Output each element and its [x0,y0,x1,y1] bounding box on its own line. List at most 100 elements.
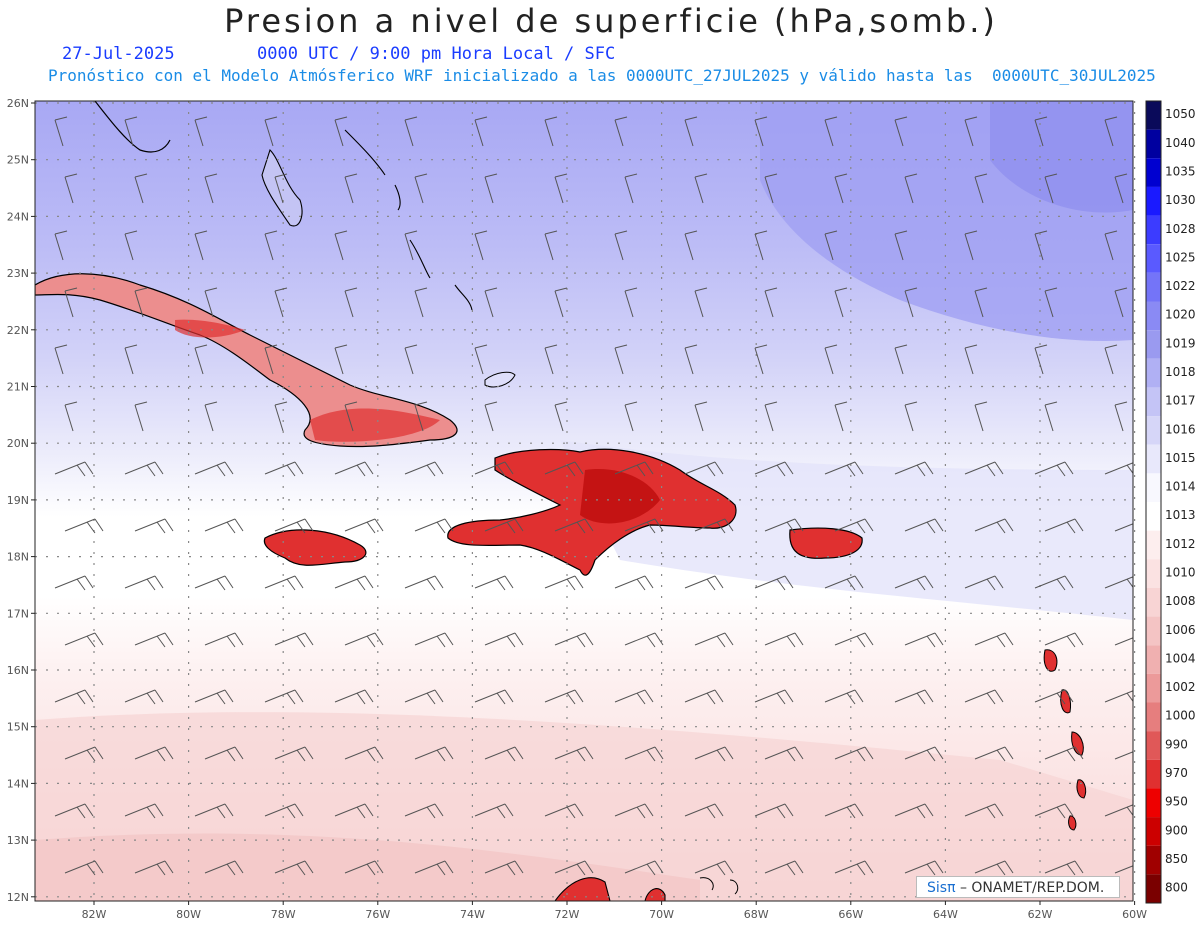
wind-barb [1104,690,1133,703]
wind-barb [274,860,314,876]
wind-barb [334,344,348,375]
wind-barb [1114,637,1133,646]
wind-barb [264,803,304,819]
colorbar-label: 1028 [1165,222,1196,236]
wind-barb [474,344,488,375]
wind-barb [964,575,1004,591]
wind-barb [964,230,978,261]
wind-barb [1044,173,1058,204]
lon-label: 76W [365,908,390,921]
wind-barb [1034,575,1074,591]
wind-barb [344,287,358,318]
colorbar-swatch [1146,101,1161,130]
credit-text: – ONAMET/REP.DOM. [959,880,1105,896]
wind-barb [764,401,778,432]
lon-label: 62W [1028,908,1053,921]
wind-barb [54,803,94,819]
wind-barb [684,575,724,591]
colorbar-swatch [1146,444,1161,474]
wind-barb [344,401,358,432]
wind-barb [1104,576,1133,589]
wind-barb [694,518,734,534]
wind-barb [554,860,594,876]
colorbar-swatch [1146,186,1161,216]
colorbar-swatch [1146,874,1161,903]
wind-barb [1044,746,1084,762]
wind-barb [474,689,514,705]
wind-barb [484,746,524,762]
wind-barb [274,518,314,534]
wind-barb [1034,803,1074,819]
colorbar-swatch [1146,358,1161,388]
wind-barb [124,344,138,375]
colorbar-swatch [1146,559,1161,588]
wind-barb [134,401,148,432]
wind-barb [194,344,208,375]
wind-barb [694,746,734,762]
wind-barb [624,401,638,432]
colorbar-swatch [1146,416,1161,445]
wind-barb [344,746,384,762]
colorbar-label: 970 [1165,766,1188,780]
wind-barb [194,689,234,705]
wind-barb [554,746,594,762]
cuba-hot [175,319,440,442]
colorbar-label: 1013 [1165,508,1196,522]
wind-barb [194,230,208,261]
colorbar: 1050 1040 1035 1030 1028 1025 1022 1020 1019 1018… [1145,100,1196,904]
wind-barb [54,575,94,591]
wind-barb [694,287,708,318]
colorbar-swatch [1146,129,1161,159]
wind-barb [824,461,864,477]
wind-barb [614,116,628,147]
wind-barb [204,632,244,648]
colorbar-swatch [1146,530,1161,560]
wind-barb [204,518,244,534]
wind-barb [964,689,1004,705]
colorbar-label: 850 [1165,852,1188,866]
wind-barb [264,230,278,261]
colorbar-label: 1018 [1165,365,1196,379]
wind-barb [404,803,444,819]
sis-logo: Sisπ [927,880,956,896]
wind-barb [614,461,654,477]
colorbar-swatch [1146,158,1161,187]
wind-barb [904,746,944,762]
valid-time: 0000 UTC / 9:00 pm Hora Local / SFC [257,44,616,64]
wind-barb [1104,804,1133,817]
wind-barb [614,689,654,705]
wind-barb [64,746,104,762]
wind-barb [414,287,428,318]
wind-barb [54,689,94,705]
wind-barb [754,803,794,819]
lon-label: 82W [82,908,107,921]
wind-barb [274,401,288,432]
wind-barb [764,173,778,204]
wind-barb [974,746,1014,762]
wind-barb [834,401,848,432]
wind-barb [764,632,804,648]
wind-barb [754,230,768,261]
wind-barb [764,860,804,876]
colorbar-swatch [1146,845,1161,875]
wind-barb [684,230,698,261]
wind-barb [1104,116,1118,147]
wind-barb [1034,116,1048,147]
colorbar-label: 1002 [1165,680,1196,694]
wind-barb [264,116,278,147]
wind-barb [614,803,654,819]
wind-barb [1114,523,1133,532]
wind-barb [544,461,584,477]
south-america-coast [554,877,666,901]
st-vincent [1068,815,1077,831]
wind-barb [64,632,104,648]
lat-label: 19N [7,494,29,507]
wind-barb [904,287,918,318]
wind-barb [764,287,778,318]
wind-barb [1104,344,1118,375]
wind-barb [894,116,908,147]
wind-barb [134,860,174,876]
wind-barb [124,689,164,705]
wind-barb [64,173,78,204]
lat-label: 20N [7,437,29,450]
